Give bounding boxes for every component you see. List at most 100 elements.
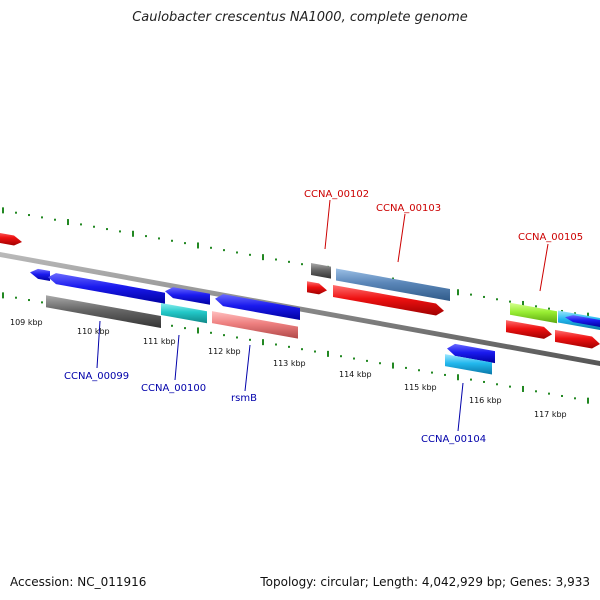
tick-mark bbox=[210, 246, 212, 249]
gene-feature-blue[interactable] bbox=[215, 294, 300, 320]
tick-mark bbox=[574, 397, 576, 400]
tick-mark bbox=[171, 239, 173, 242]
tick-mark bbox=[574, 312, 576, 315]
tick-mark bbox=[418, 369, 420, 372]
tick-mark bbox=[249, 253, 251, 256]
tick-mark bbox=[496, 383, 498, 386]
gene-feature-ccna-00099[interactable] bbox=[46, 295, 161, 328]
tick-mark bbox=[210, 331, 212, 334]
gene-features bbox=[0, 231, 600, 375]
tick-mark bbox=[15, 296, 17, 299]
tick-mark bbox=[587, 312, 589, 319]
tick-mark bbox=[587, 397, 589, 404]
scale-label-112: 112 kbp bbox=[208, 347, 241, 356]
tick-mark bbox=[236, 336, 238, 339]
tick-mark bbox=[197, 242, 199, 249]
gene-label-ccna-00100[interactable]: CCNA_00100 bbox=[141, 383, 206, 394]
gene-leader-lines bbox=[96, 199, 549, 432]
gene-feature-red[interactable] bbox=[0, 231, 22, 246]
gene-feature-ccna-00102[interactable] bbox=[311, 262, 331, 279]
leader-ccna-00099 bbox=[96, 320, 101, 369]
gene-feature-blue[interactable] bbox=[30, 268, 50, 281]
gene-feature-red[interactable] bbox=[506, 320, 552, 339]
gene-feature-ccna-00100[interactable] bbox=[161, 302, 207, 324]
tick-mark bbox=[509, 300, 511, 303]
tick-mark bbox=[54, 218, 56, 221]
tick-mark bbox=[353, 357, 355, 360]
tick-mark bbox=[340, 355, 342, 358]
tick-mark bbox=[561, 309, 563, 312]
tick-mark bbox=[314, 350, 316, 353]
leader-rsmb bbox=[244, 344, 251, 392]
tick-mark bbox=[2, 292, 4, 299]
gene-feature-blue[interactable] bbox=[447, 343, 495, 364]
tick-mark bbox=[275, 258, 277, 261]
map-title: Caulobacter crescentus NA1000, complete … bbox=[132, 10, 468, 25]
tick-mark bbox=[132, 230, 134, 237]
tick-mark bbox=[522, 300, 524, 307]
tick-mark bbox=[145, 235, 147, 238]
tick-mark bbox=[561, 394, 563, 397]
tick-mark bbox=[275, 343, 277, 346]
tick-mark bbox=[262, 339, 264, 346]
tick-mark bbox=[431, 371, 433, 374]
tick-mark bbox=[470, 293, 472, 296]
gene-feature-red[interactable] bbox=[555, 329, 600, 349]
gene-feature-ccna-00103[interactable] bbox=[336, 268, 450, 301]
tick-mark bbox=[366, 359, 368, 362]
gene-labels: CCNA_00102 CCNA_00103 CCNA_00105 CCNA_00… bbox=[64, 189, 583, 445]
tick-mark bbox=[93, 225, 95, 228]
tick-mark bbox=[15, 211, 17, 214]
gene-feature-blue[interactable] bbox=[565, 315, 600, 327]
scale-label-113: 113 kbp bbox=[273, 359, 306, 368]
tick-mark bbox=[457, 289, 459, 296]
tick-mark bbox=[444, 373, 446, 376]
tick-mark bbox=[535, 305, 537, 308]
gene-feature-blue[interactable] bbox=[48, 273, 165, 304]
gene-feature-ccna-00104[interactable] bbox=[445, 354, 492, 375]
tick-mark bbox=[262, 254, 264, 261]
scale-label-116: 116 kbp bbox=[469, 396, 502, 405]
tick-mark bbox=[2, 207, 4, 214]
leader-ccna-00100 bbox=[174, 334, 180, 381]
tick-mark bbox=[236, 251, 238, 254]
tick-mark bbox=[80, 223, 82, 226]
scale-label-110: 110 kbp bbox=[77, 327, 110, 336]
tick-mark bbox=[392, 362, 394, 369]
gene-feature-red[interactable] bbox=[333, 284, 444, 316]
tick-mark bbox=[301, 263, 303, 266]
gene-label-ccna-00099[interactable]: CCNA_00099 bbox=[64, 371, 129, 382]
scale-label-111: 111 kbp bbox=[143, 337, 176, 346]
tick-mark bbox=[119, 230, 121, 233]
gene-label-rsmb[interactable]: rsmB bbox=[231, 393, 257, 404]
tick-mark bbox=[184, 327, 186, 330]
scale-label-114: 114 kbp bbox=[339, 370, 372, 379]
gene-label-ccna-00102[interactable]: CCNA_00102 bbox=[304, 189, 369, 200]
genome-summary-text: Topology: circular; Length: 4,042,929 bp… bbox=[260, 575, 590, 589]
gene-feature-ccna-00105[interactable] bbox=[510, 302, 557, 324]
accession-text: Accession: NC_011916 bbox=[10, 575, 147, 589]
tick-mark bbox=[457, 374, 459, 381]
gene-feature-red[interactable] bbox=[307, 281, 327, 295]
tick-mark bbox=[184, 242, 186, 245]
gene-feature-rsmb[interactable] bbox=[212, 311, 298, 339]
tick-mark bbox=[223, 249, 225, 252]
tick-mark bbox=[327, 350, 329, 357]
tick-mark bbox=[470, 378, 472, 381]
tick-mark bbox=[548, 392, 550, 395]
tick-mark bbox=[28, 299, 30, 302]
tick-mark bbox=[496, 298, 498, 301]
gene-label-ccna-00105[interactable]: CCNA_00105 bbox=[518, 232, 583, 243]
tick-mark bbox=[405, 366, 407, 369]
tick-mark bbox=[41, 301, 43, 304]
tick-mark bbox=[288, 345, 290, 348]
tick-mark bbox=[197, 327, 199, 334]
gene-label-ccna-00103[interactable]: CCNA_00103 bbox=[376, 203, 441, 214]
gene-label-ccna-00104[interactable]: CCNA_00104 bbox=[421, 434, 486, 445]
tick-mark bbox=[379, 362, 381, 365]
tick-mark bbox=[223, 334, 225, 337]
tick-mark bbox=[522, 385, 524, 392]
tick-mark bbox=[548, 307, 550, 310]
gene-feature-blue[interactable] bbox=[165, 287, 210, 305]
